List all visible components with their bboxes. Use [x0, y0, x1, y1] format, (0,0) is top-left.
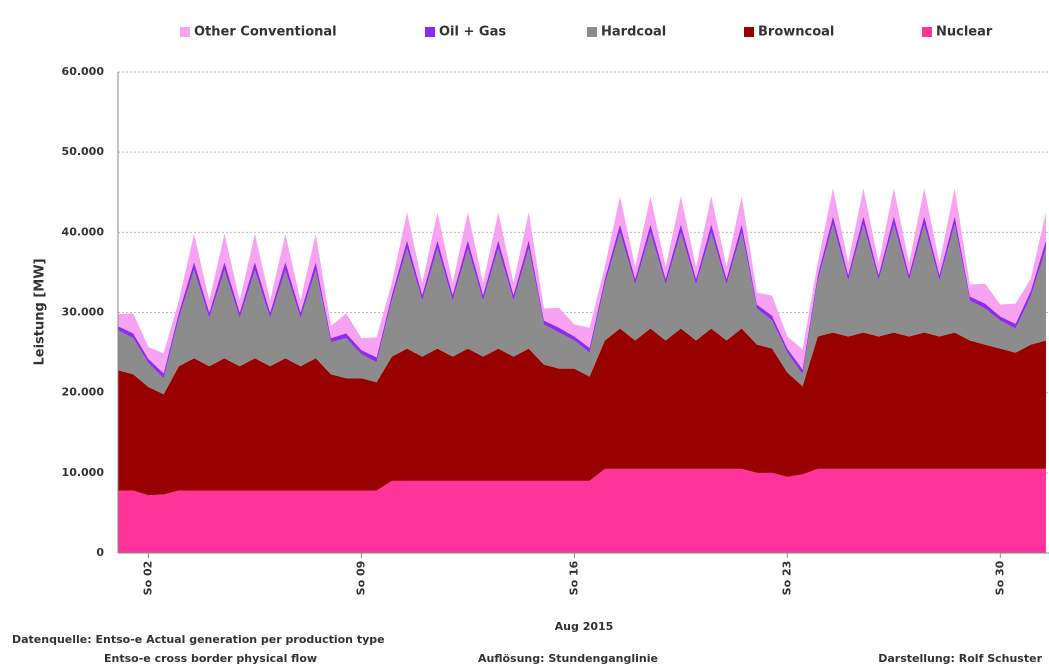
x-tick-label: So 09: [354, 561, 367, 596]
legend-swatch: [587, 27, 597, 37]
legend-swatch: [922, 27, 932, 37]
legend-label: Other Conventional: [194, 25, 337, 40]
y-tick-label: 50.000: [62, 145, 105, 158]
x-tick-label: So 30: [993, 560, 1006, 595]
y-tick-label: 60.000: [62, 65, 105, 78]
legend-swatch: [744, 27, 754, 37]
legend-swatch: [425, 27, 435, 37]
y-tick-label: 10.000: [62, 466, 105, 479]
x-tick-label: So 23: [780, 561, 793, 596]
y-axis-label: Leistung [MW]: [33, 258, 48, 365]
source-note: Entso-e cross border physical flow: [104, 652, 317, 665]
area: [118, 188, 1046, 374]
legend-label: Oil + Gas: [439, 25, 506, 40]
area: [118, 328, 1046, 496]
x-tick-label: So 16: [567, 560, 580, 595]
y-tick-label: 30.000: [62, 306, 105, 319]
legend-label: Hardcoal: [601, 25, 666, 40]
legend-label: Nuclear: [936, 25, 993, 40]
x-axis-label: Aug 2015: [555, 620, 614, 633]
area: [118, 216, 1046, 379]
y-tick-label: 0: [96, 546, 104, 559]
area: [118, 468, 1046, 553]
source-note: Datenquelle: Entso-e Actual generation p…: [12, 633, 385, 646]
x-tick-label: So 02: [141, 561, 154, 596]
legend-label: Browncoal: [758, 25, 834, 40]
y-tick-label: 40.000: [62, 225, 105, 238]
legend-swatch: [180, 27, 190, 37]
author-note: Darstellung: Rolf Schuster: [878, 652, 1042, 665]
area: [118, 224, 1046, 395]
resolution-note: Auflösung: Stundenganglinie: [478, 652, 658, 665]
y-tick-label: 20.000: [62, 386, 105, 399]
